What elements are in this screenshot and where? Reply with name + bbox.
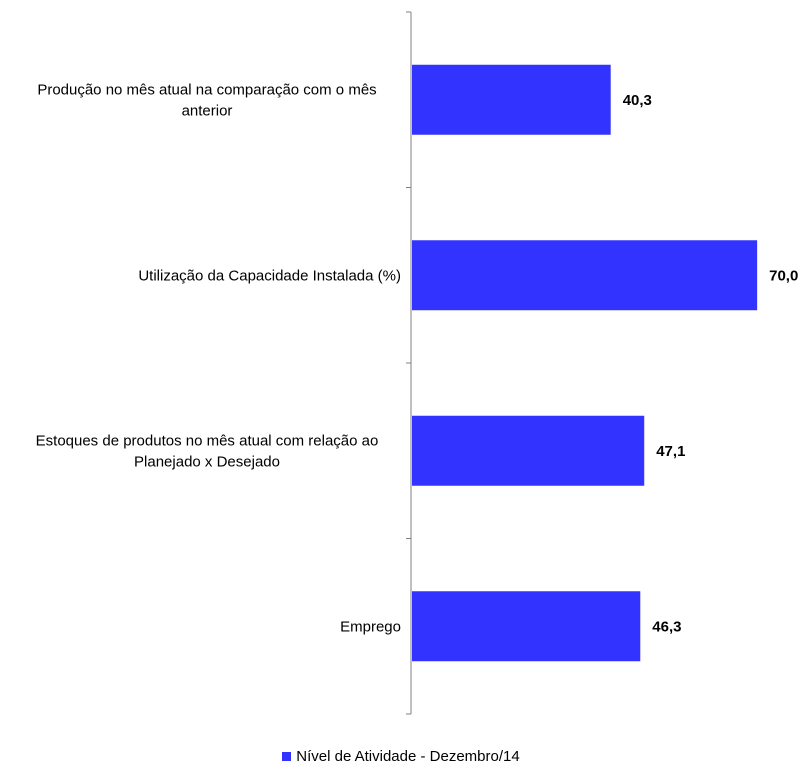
category-label: Emprego: [340, 618, 401, 635]
data-label: 46,3: [652, 618, 681, 635]
bar: [412, 64, 611, 135]
data-label: 40,3: [623, 92, 652, 109]
legend-swatch: [282, 752, 292, 761]
bar: [412, 591, 641, 662]
chart-canvas: 40,3 Produção no mês atual na comparação …: [36, 11, 798, 715]
category-label: Produção no mês atual na comparação com …: [37, 81, 376, 119]
legend-label: Nível de Atividade - Dezembro/14: [296, 748, 520, 765]
category-label: Estoques de produtos no mês atual com re…: [36, 432, 379, 470]
data-label: 47,1: [656, 443, 685, 460]
bar: [412, 240, 758, 311]
bar: [412, 415, 645, 486]
data-label: 70,0: [769, 267, 798, 284]
category-label: Utilização da Capacidade Instalada (%): [138, 267, 401, 284]
legend: Nível de Atividade - Dezembro/14: [0, 748, 802, 765]
